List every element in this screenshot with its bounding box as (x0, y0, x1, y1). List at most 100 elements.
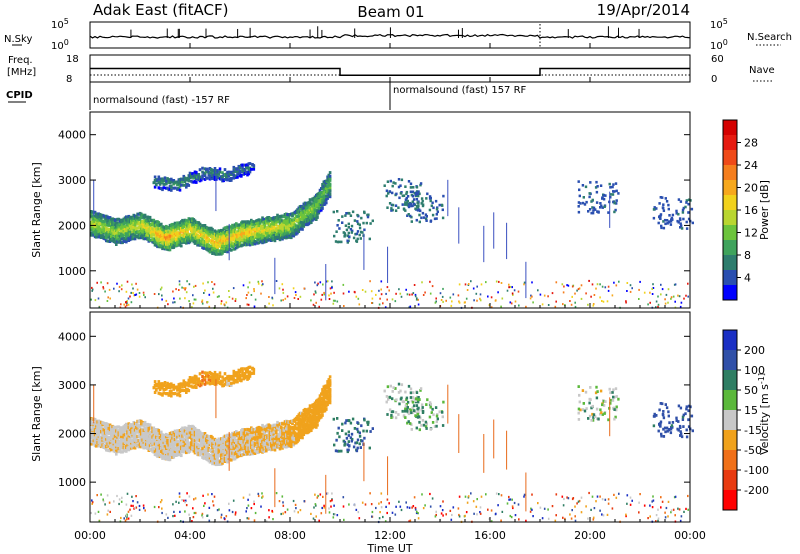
power-cell (409, 186, 413, 189)
power-cell (394, 182, 397, 185)
power-cell (144, 296, 146, 299)
velocity-cell (226, 460, 229, 464)
power-cell (178, 188, 182, 192)
power-cell (638, 288, 640, 291)
power-cell (378, 289, 380, 292)
power-cell (328, 298, 331, 300)
power-cell (417, 298, 419, 301)
velocity-cell (282, 422, 286, 426)
power-cell (120, 229, 123, 233)
power-cell (247, 303, 250, 306)
power-cell (449, 296, 452, 299)
power-cell (532, 301, 534, 304)
power-colorbar-swatch (723, 150, 737, 166)
power-cell (509, 285, 512, 288)
power-cell (663, 218, 667, 222)
power-cell (201, 166, 204, 170)
power-cell (102, 286, 104, 289)
power-cell (297, 215, 301, 219)
power-cell (182, 183, 186, 187)
power-cell (217, 172, 221, 176)
power-cell (206, 301, 209, 303)
power-colorbar-swatch (723, 165, 737, 181)
velocity-cell (273, 439, 277, 443)
power-cell (401, 194, 404, 198)
power-cell (232, 287, 235, 290)
power-cell (271, 296, 273, 299)
power-cell (679, 200, 683, 203)
power-cell (161, 188, 164, 192)
power-cell (331, 286, 333, 289)
power-cell (273, 230, 277, 234)
power-cell (124, 305, 127, 308)
power-cell (126, 302, 128, 305)
power-cell (662, 203, 665, 206)
velocity-cell (185, 426, 188, 430)
velocity-cell (207, 446, 211, 450)
power-cell (174, 301, 176, 304)
power-cell (682, 217, 685, 221)
power-cell (246, 165, 249, 168)
power-cell (121, 220, 124, 224)
power-cell (592, 304, 595, 307)
velocity-cell (173, 429, 177, 433)
power-cell (577, 288, 580, 291)
power-cell (293, 216, 297, 220)
power-cell (117, 228, 121, 232)
power-cell (247, 286, 249, 289)
velocity-cell (206, 456, 209, 460)
power-cell (158, 293, 160, 296)
power-cell (250, 167, 253, 171)
power-cell (424, 213, 428, 216)
power-cell (247, 291, 250, 294)
velocity-cell (97, 441, 101, 445)
power-cell (281, 283, 284, 286)
velocity-cell (248, 433, 252, 438)
power-cell (366, 213, 369, 217)
velocity-cell (233, 435, 237, 439)
velocity-cell (201, 447, 204, 451)
power-cell (397, 178, 401, 181)
velocity-cell (275, 431, 278, 435)
power-cell (652, 208, 656, 211)
power-cell (333, 291, 335, 294)
power-cell (649, 291, 651, 294)
power-cell (265, 231, 268, 235)
power-cell (613, 210, 616, 214)
power-cell (613, 201, 616, 205)
power-cell (599, 206, 602, 209)
power-cell (125, 290, 128, 293)
power-cell (120, 303, 122, 306)
power-cell (223, 303, 226, 306)
power-cell (328, 176, 332, 180)
power-cell (346, 234, 349, 238)
power-cell (341, 215, 344, 218)
power-cell (172, 301, 174, 304)
power-cell (223, 177, 227, 181)
power-cell (431, 201, 434, 205)
power-cell (202, 282, 204, 285)
power-cell (253, 242, 257, 246)
power-cell (408, 306, 410, 309)
power-cell (96, 281, 98, 284)
power-cell (614, 182, 618, 185)
power-cell (126, 304, 128, 307)
power-cell (603, 205, 606, 208)
velocity-cell (286, 441, 289, 445)
power-cell (680, 227, 684, 230)
power-cell (391, 208, 394, 212)
power-cell (439, 292, 442, 295)
power-cell (161, 298, 163, 301)
power-cell (155, 183, 158, 187)
power-cell (228, 296, 231, 298)
power-cell (655, 207, 658, 210)
power-cell (390, 207, 393, 210)
velocity-cell (196, 436, 199, 440)
power-cell (108, 216, 112, 220)
power-cell (577, 180, 580, 183)
power-cell (185, 219, 188, 223)
velocity-cell (95, 429, 98, 433)
power-cell (651, 293, 654, 295)
power-cell (675, 209, 678, 213)
power-cell (574, 305, 577, 308)
